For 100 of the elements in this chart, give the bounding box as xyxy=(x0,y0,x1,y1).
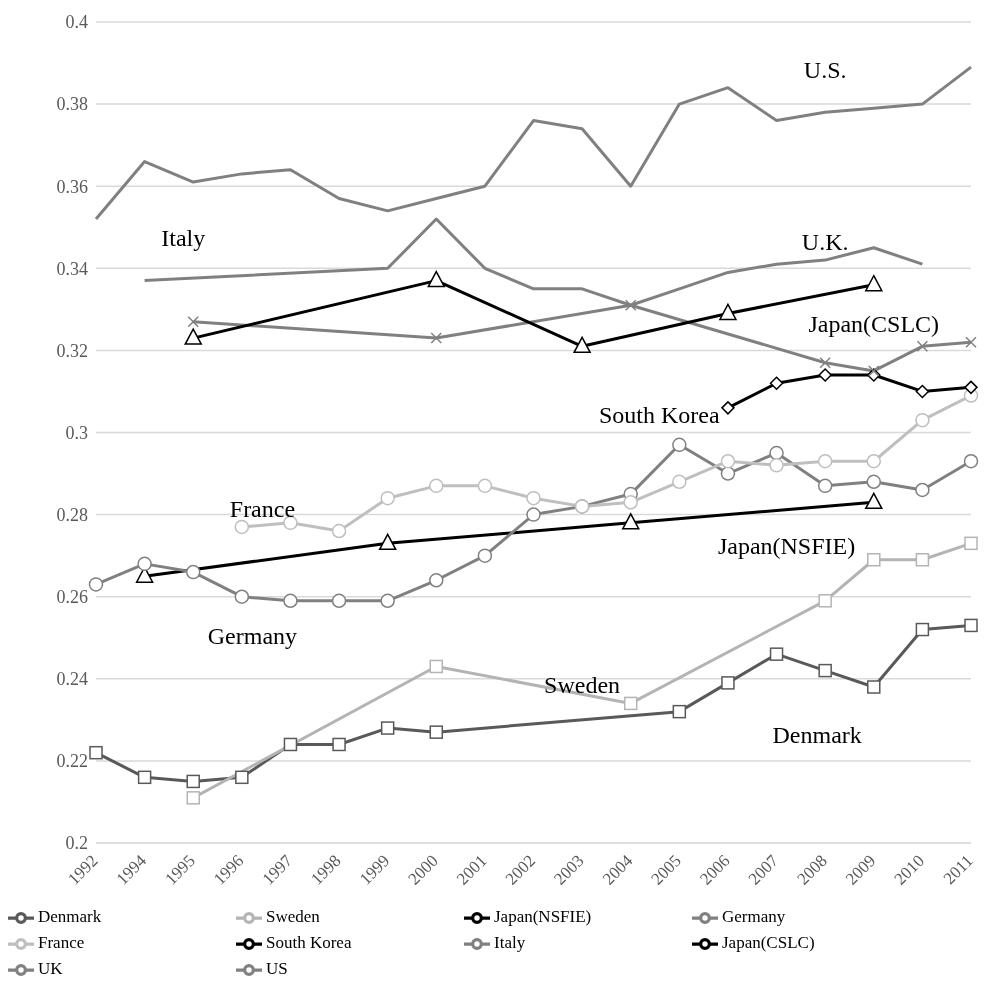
point xyxy=(283,593,298,609)
point xyxy=(283,737,298,752)
annotation: Italy xyxy=(161,225,206,252)
point xyxy=(865,492,883,510)
point xyxy=(817,478,833,494)
point xyxy=(477,478,493,494)
point xyxy=(623,495,638,510)
point xyxy=(915,384,930,399)
point xyxy=(137,556,152,572)
legend-label: Denmark xyxy=(38,906,102,926)
point xyxy=(427,270,446,288)
point xyxy=(867,680,881,694)
point xyxy=(332,737,346,752)
point xyxy=(915,553,930,567)
point xyxy=(964,536,978,551)
point xyxy=(721,676,735,690)
legend-label: Germany xyxy=(722,906,786,926)
point xyxy=(331,593,347,609)
y-tick-label: 0.26 xyxy=(56,587,88,608)
point xyxy=(721,401,735,415)
point xyxy=(380,721,395,735)
y-tick-label: 0.34 xyxy=(56,258,88,279)
annotation: Japan(NSFIE) xyxy=(717,532,856,559)
y-tick-label: 0.38 xyxy=(56,94,88,115)
point xyxy=(429,659,444,674)
annotation: Denmark xyxy=(772,721,862,748)
point xyxy=(187,315,199,328)
point xyxy=(235,770,249,785)
point xyxy=(865,274,883,292)
annotation: France xyxy=(229,495,296,522)
point xyxy=(866,453,882,469)
point xyxy=(623,696,638,711)
point xyxy=(963,453,979,469)
point xyxy=(819,356,831,369)
point xyxy=(915,482,930,498)
y-tick-label: 0.22 xyxy=(56,751,88,772)
point xyxy=(380,490,395,506)
point xyxy=(817,453,833,469)
point xyxy=(624,299,637,311)
point xyxy=(720,453,736,469)
legend-label: South Korea xyxy=(266,932,352,952)
legend-label: Italy xyxy=(494,932,526,952)
point xyxy=(234,519,250,535)
point xyxy=(769,647,784,661)
point xyxy=(89,745,103,760)
annotation: U.S. xyxy=(803,56,847,83)
point xyxy=(621,513,640,530)
point xyxy=(818,594,832,608)
legend-label: UK xyxy=(38,958,63,978)
annotation: South Korea xyxy=(599,401,720,428)
point xyxy=(477,548,493,563)
point xyxy=(769,458,784,473)
point xyxy=(720,466,736,481)
point xyxy=(769,376,784,390)
point xyxy=(186,774,200,789)
annotation: U.K. xyxy=(801,229,849,256)
y-tick-label: 0.28 xyxy=(56,504,88,525)
point xyxy=(378,533,397,551)
point xyxy=(915,412,930,428)
point xyxy=(573,336,591,354)
legend-label: France xyxy=(38,932,85,952)
point xyxy=(429,478,444,494)
point xyxy=(818,368,832,382)
point xyxy=(818,663,832,678)
point xyxy=(867,553,881,567)
annotation: Sweden xyxy=(544,672,621,699)
point xyxy=(429,573,444,588)
y-tick-label: 0.4 xyxy=(65,12,88,33)
annotation: Germany xyxy=(207,623,298,650)
point xyxy=(769,445,784,461)
legend-label: Japan(NSFIE) xyxy=(494,906,592,926)
line-series xyxy=(94,65,973,221)
point xyxy=(965,336,977,348)
point xyxy=(719,303,737,321)
legend-label: Sweden xyxy=(266,906,320,926)
point xyxy=(672,474,687,490)
point xyxy=(430,332,443,344)
point xyxy=(915,622,930,637)
point xyxy=(526,507,541,522)
point xyxy=(234,589,250,604)
point xyxy=(380,593,395,609)
legend-label: Japan(CSLC) xyxy=(722,932,815,952)
y-tick-label: 0.2 xyxy=(65,833,88,854)
point xyxy=(866,474,882,490)
point xyxy=(186,791,200,805)
y-tick-label: 0.24 xyxy=(56,669,88,690)
point xyxy=(283,515,298,531)
point xyxy=(672,704,687,719)
point xyxy=(184,328,202,345)
point xyxy=(429,725,444,739)
point xyxy=(331,523,347,539)
annotation: Japan(CSLC) xyxy=(808,311,940,338)
point xyxy=(526,490,541,506)
point xyxy=(964,618,978,633)
point xyxy=(868,365,880,377)
point xyxy=(137,770,152,785)
point xyxy=(185,564,201,580)
legend-label: US xyxy=(266,958,288,978)
point xyxy=(672,437,687,453)
point xyxy=(916,340,929,353)
